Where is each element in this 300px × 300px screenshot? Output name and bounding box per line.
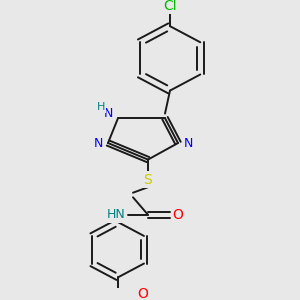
Text: HN: HN	[106, 208, 125, 221]
Text: N: N	[183, 136, 193, 149]
Text: Cl: Cl	[163, 0, 177, 13]
Text: H: H	[97, 102, 105, 112]
Text: O: O	[138, 287, 148, 300]
Text: S: S	[144, 173, 152, 187]
Text: N: N	[103, 107, 113, 120]
Text: O: O	[172, 208, 183, 222]
Text: N: N	[93, 136, 103, 149]
